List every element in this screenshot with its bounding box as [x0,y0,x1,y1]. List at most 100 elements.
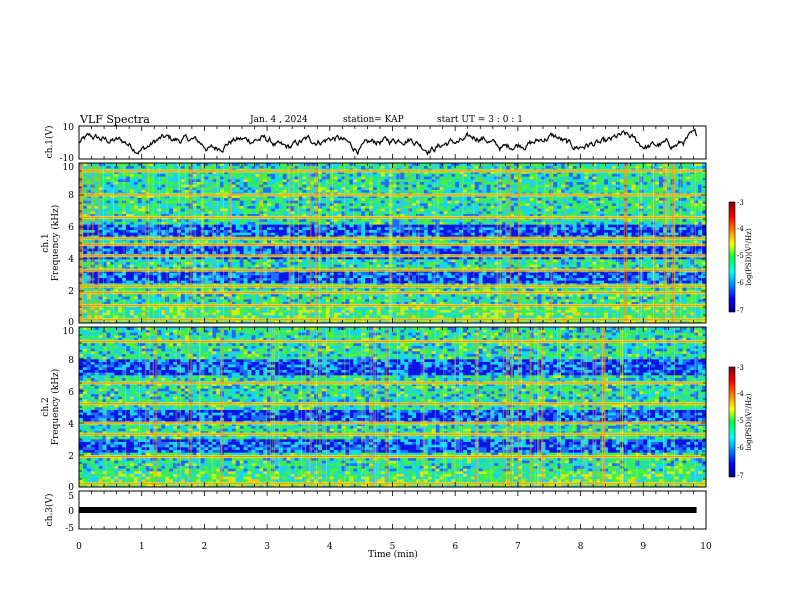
spectrogram-cell [145,280,150,284]
spectrogram-cell [102,251,107,254]
spectrogram-cell [321,299,327,302]
spectrogram-cell [674,312,679,316]
spectrogram-cell [423,272,429,276]
spectrogram-cell [321,320,327,324]
spectrogram-cell [310,307,315,310]
spectrogram-cell [82,240,88,244]
spectrogram-cell [204,261,209,265]
spectrogram-cell [690,267,695,270]
spectrogram-cell [294,320,299,324]
spectrogram-cell [94,245,99,249]
spectrogram-cell [153,267,158,270]
spectrogram-cell [216,301,221,305]
spectrogram-cell [247,283,252,286]
spectrogram-cell [153,259,158,262]
spectrogram-cell [533,264,538,268]
spectrogram-cell [220,309,225,313]
spectrogram-cell [196,312,201,316]
spectrogram-cell [561,315,566,318]
spectrogram-cell [572,293,577,297]
spectrogram-cell [439,293,444,297]
spectrogram-cell [157,283,162,286]
spectrogram-cell [365,259,370,262]
spectrogram-cell [145,307,150,310]
spectrogram-cell [537,283,542,286]
spectrogram-cell [513,299,519,302]
spectrogram-cell [463,245,468,249]
spectrogram-cell [455,267,460,270]
spectrogram-cell [372,309,378,313]
spectrogram-cell [329,288,335,292]
spectrogram-cell [564,307,570,310]
spectrogram-cell [286,264,291,268]
spectrogram-cell [408,261,413,265]
spectrogram-cell [545,288,550,292]
spectrogram-cell [110,256,115,260]
spectrogram-cell [557,245,562,249]
spectrogram-cell [235,248,240,252]
spectrogram-cell [106,309,111,313]
spectrogram-cell [235,315,240,318]
spectrogram-cell [302,251,307,254]
spectrogram-cell [557,299,562,302]
spectrogram-cell [604,301,609,305]
spectrogram-cell [157,296,162,300]
spectrogram-cell [274,320,280,324]
spectrogram-cell [165,259,170,262]
spectrogram-cell [655,277,660,281]
spectrogram-cell [200,245,205,249]
spectrogram-cell [388,320,393,324]
spectrogram-cell [129,299,135,302]
spectrogram-cell [141,299,146,302]
spectrogram-cell [380,309,385,313]
spectrogram-cell [702,261,707,265]
spectrogram-cell [216,277,221,281]
spectrogram-cell [298,264,303,268]
spectrogram-cell [604,277,609,281]
spectrogram-cell [372,272,378,276]
spectrogram-cell [337,272,342,276]
spectrogram-cell [455,251,460,254]
spectrogram-cell [592,256,597,260]
spectrogram-cell [321,256,327,260]
spectrogram-cell [443,307,448,310]
spectrogram-cell [682,272,687,276]
spectrogram-cell [658,275,664,278]
spectrogram-cell [298,320,303,324]
spectrogram-cell [427,296,432,300]
spectrogram-cell [588,267,593,270]
spectrogram-cell [576,280,581,284]
spectrogram-cell [553,293,558,297]
spectrogram-cell [572,267,577,270]
spectrogram-cell [439,296,444,300]
spectrogram-cell [282,264,287,268]
spectrogram-cell [580,283,585,286]
spectrogram-cell [459,307,464,310]
spectrogram-cell [345,251,350,254]
spectrogram-cell [439,267,444,270]
spectrogram-cell [486,301,491,305]
spectrogram-cell [392,267,397,270]
spectrogram-cell [157,315,162,318]
spectrogram-cell [329,240,335,244]
spectrogram-cell [325,264,331,268]
spectrogram-cell [153,283,158,286]
spectrogram-cell [365,280,370,284]
spectrogram-cell [235,280,240,284]
spectrogram-cell [231,293,237,297]
spectrogram-cell [686,261,691,265]
spectrogram-cell [361,280,366,284]
spectrogram-cell [337,301,342,305]
spectrogram-cell [557,256,562,260]
spectrogram-cell [365,275,370,278]
spectrogram-cell [604,264,609,268]
spectrogram-cell [212,267,217,270]
spectrogram-cell [694,275,699,278]
spectrogram-cell [604,275,609,278]
spectrogram-cell [459,280,464,284]
spectrogram-cell [333,320,338,324]
spectrogram-cell [208,277,213,281]
spectrogram-cell [282,320,287,324]
spectrogram-cell [502,280,507,284]
spectrogram-cell [643,248,648,252]
